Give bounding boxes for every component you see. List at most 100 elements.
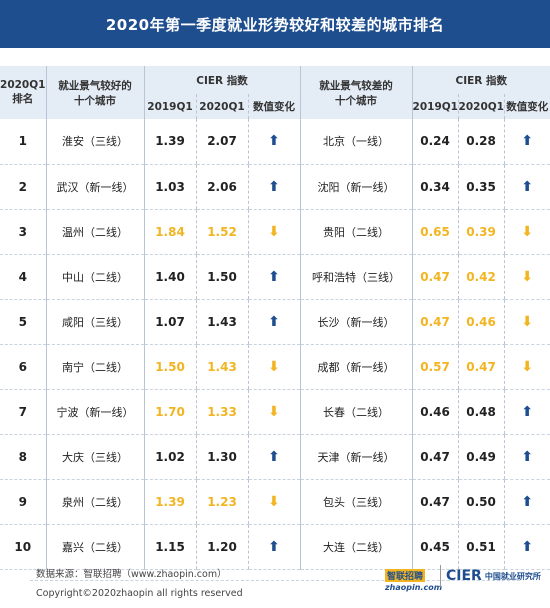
bad-city-cell: 包头（三线） <box>299 479 413 525</box>
good-2020-cell: 2.06 <box>195 164 248 210</box>
good-2020-cell: 1.43 <box>195 344 248 390</box>
footer: 数据来源：智联招聘（www.zhaopin.com） Copyright©202… <box>0 558 550 608</box>
header-bad-cities-line2: 十个城市 <box>335 94 378 107</box>
bad-2019-cell: 0.34 <box>411 164 459 210</box>
header-good-cities-line2: 十个城市 <box>74 94 116 107</box>
header-cier-index-bad: CIER 指数 <box>411 66 550 94</box>
header-bad-cities-line1: 就业景气较差的 <box>319 79 393 92</box>
bad-change-cell: ⬆ <box>503 389 550 435</box>
arrow-down-icon: ⬇ <box>521 268 534 285</box>
bad-2019-cell: 0.47 <box>411 479 459 525</box>
table-row: 1 淮安（三线） 1.39 2.07 ⬆ 北京（一线） 0.24 0.28 ⬆ <box>0 119 550 165</box>
good-city-cell: 泉州（二线） <box>45 479 144 525</box>
arrow-down-icon: ⬇ <box>268 358 280 375</box>
arrow-up-icon: ⬆ <box>268 448 280 465</box>
bad-city-cell: 沈阳（新一线） <box>299 164 413 210</box>
bad-2020-cell: 0.48 <box>457 389 505 435</box>
bad-city-cell: 北京（一线） <box>299 119 413 165</box>
good-2020-cell: 1.23 <box>195 479 248 525</box>
table-row: 3 温州（二线） 1.84 1.52 ⬇ 贵阳（二线） 0.65 0.39 ⬇ <box>0 209 550 255</box>
bad-city-cell: 呼和浩特（三线） <box>299 254 413 300</box>
good-2019-cell: 1.15 <box>143 524 196 570</box>
good-city-cell: 咸阳（三线） <box>45 299 144 345</box>
arrow-down-icon: ⬇ <box>521 358 534 375</box>
bad-2019-cell: 0.24 <box>411 119 459 165</box>
bad-change-cell: ⬇ <box>503 254 550 300</box>
copyright: Copyright©2020zhaopin all rights reserve… <box>36 588 243 599</box>
bad-city-cell: 成都（新一线） <box>299 344 413 390</box>
good-2020-cell: 1.20 <box>195 524 248 570</box>
bad-change-cell: ⬆ <box>503 479 550 525</box>
good-2019-cell: 1.39 <box>143 119 196 165</box>
good-city-cell: 武汉（新一线） <box>45 164 144 210</box>
bad-2019-cell: 0.47 <box>411 434 459 480</box>
good-2020-cell: 1.33 <box>195 389 248 435</box>
good-2019-cell: 1.39 <box>143 479 196 525</box>
header-rank: 2020Q1 排名 <box>0 66 46 119</box>
cier-logo-text: CIER <box>446 568 482 584</box>
table-row: 4 中山（二线） 1.40 1.50 ⬆ 呼和浩特（三线） 0.47 0.42 ⬇ <box>0 254 550 300</box>
rank-cell: 2 <box>0 164 46 210</box>
arrow-up-icon: ⬆ <box>521 493 534 510</box>
arrow-up-icon: ⬆ <box>521 133 534 150</box>
header-rank-line2: 排名 <box>12 93 34 105</box>
rank-cell: 5 <box>0 299 46 345</box>
arrow-up-icon: ⬆ <box>521 538 534 555</box>
arrow-up-icon: ⬆ <box>268 538 280 555</box>
good-city-cell: 宁波（新一线） <box>45 389 144 435</box>
arrow-down-icon: ⬇ <box>268 403 280 420</box>
bad-2019-cell: 0.65 <box>411 209 459 255</box>
rank-cell: 9 <box>0 479 46 525</box>
bad-2019-cell: 0.47 <box>411 299 459 345</box>
header-rank-line1: 2020Q1 <box>0 79 46 91</box>
bad-city-cell: 长春（二线） <box>299 389 413 435</box>
bad-2020-cell: 0.28 <box>457 119 505 165</box>
bad-change-cell: ⬆ <box>503 524 550 570</box>
good-2019-cell: 1.07 <box>143 299 196 345</box>
rank-cell: 10 <box>0 524 46 570</box>
header-bad-change: 数值变化 <box>503 94 550 119</box>
header-good-cities: 就业景气较好的 十个城市 <box>45 66 144 119</box>
bad-2019-cell: 0.47 <box>411 254 459 300</box>
bad-2020-cell: 0.50 <box>457 479 505 525</box>
bad-city-cell: 天津（新一线） <box>299 434 413 480</box>
good-change-cell: ⬇ <box>247 389 301 435</box>
bad-2020-cell: 0.47 <box>457 344 505 390</box>
cier-logo: CIER 中国就业研究所 <box>440 564 541 588</box>
bad-city-cell: 长沙（新一线） <box>299 299 413 345</box>
good-2019-cell: 1.50 <box>143 344 196 390</box>
good-2020-cell: 1.52 <box>195 209 248 255</box>
good-city-cell: 大庆（三线） <box>45 434 144 480</box>
rank-cell: 1 <box>0 119 46 165</box>
bad-2020-cell: 0.39 <box>457 209 505 255</box>
cier-logo-cn: 中国就业研究所 <box>484 571 541 581</box>
good-change-cell: ⬆ <box>247 119 301 165</box>
bad-change-cell: ⬆ <box>503 119 550 165</box>
bad-2019-cell: 0.46 <box>411 389 459 435</box>
header-good-cities-line1: 就业景气较好的 <box>58 79 132 92</box>
good-change-cell: ⬆ <box>247 254 301 300</box>
good-2020-cell: 1.50 <box>195 254 248 300</box>
rank-cell: 8 <box>0 434 46 480</box>
good-change-cell: ⬆ <box>247 164 301 210</box>
good-2020-cell: 2.07 <box>195 119 248 165</box>
table-row: 5 咸阳（三线） 1.07 1.43 ⬆ 长沙（新一线） 0.47 0.46 ⬇ <box>0 299 550 345</box>
good-city-cell: 嘉兴（二线） <box>45 524 144 570</box>
table-row: 7 宁波（新一线） 1.70 1.33 ⬇ 长春（二线） 0.46 0.48 ⬆ <box>0 389 550 435</box>
bad-city-cell: 贵阳（二线） <box>299 209 413 255</box>
good-city-cell: 温州（二线） <box>45 209 144 255</box>
good-2019-cell: 1.70 <box>143 389 196 435</box>
source-note: 数据来源：智联招聘（www.zhaopin.com） <box>36 569 227 580</box>
zhaopin-logo-domain: zhaopin.com <box>385 583 443 592</box>
good-2019-cell: 1.84 <box>143 209 196 255</box>
zhaopin-logo-text: 智联招聘 <box>385 569 426 582</box>
footer-divider <box>30 580 520 582</box>
header-bad-cities: 就业景气较差的 十个城市 <box>299 66 413 119</box>
good-change-cell: ⬇ <box>247 479 301 525</box>
rank-cell: 3 <box>0 209 46 255</box>
header-bad-2019: 2019Q1 <box>411 94 459 119</box>
header-good-change: 数值变化 <box>247 94 301 119</box>
arrow-down-icon: ⬇ <box>521 223 534 240</box>
arrow-up-icon: ⬆ <box>268 268 280 285</box>
good-change-cell: ⬆ <box>247 299 301 345</box>
